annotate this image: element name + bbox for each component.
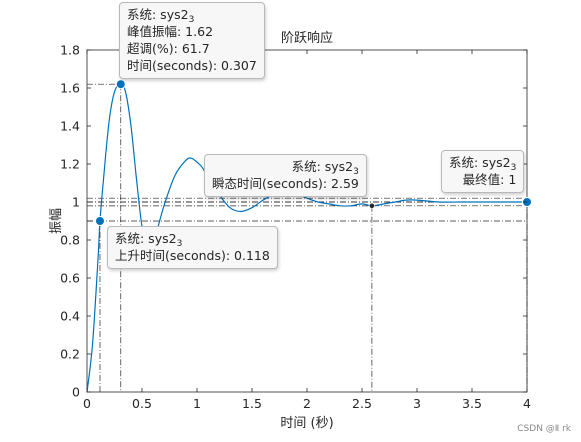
datatip-system-label: 系统: sys23 — [291, 159, 359, 177]
x-tick-label: 1.5 — [242, 396, 262, 411]
x-axis-label: 时间 (秒) — [280, 416, 333, 431]
datatip-rise-time[interactable]: 系统: sys23 上升时间(seconds): 0.118 — [107, 226, 278, 269]
datatip-final-value[interactable]: 系统: sys23 最终值: 1 — [441, 150, 525, 193]
y-tick-label: 0.4 — [60, 309, 80, 324]
y-axis-label: 振幅 — [49, 208, 64, 234]
y-tick-label: 0.8 — [60, 233, 80, 248]
marker-points — [94, 79, 532, 226]
datatip-system-label: 系统: sys23 — [449, 155, 517, 173]
y-axis-ticks: 0 0.2 0.4 0.6 0.8 1 1.2 1.4 1.6 1.8 — [60, 43, 527, 400]
x-axis-ticks: 0 0.5 1 1.5 2 2.5 3 3.5 4 — [83, 50, 531, 411]
y-tick-label: 1.4 — [60, 119, 80, 134]
datatip-rise-time-text: 上升时间(seconds): 0.118 — [115, 248, 270, 263]
y-tick-label: 1.8 — [60, 43, 80, 58]
chart-title: 阶跃响应 — [281, 30, 333, 46]
y-tick-label: 0 — [72, 385, 80, 400]
y-tick-label: 1.6 — [60, 81, 80, 96]
x-tick-label: 3.5 — [462, 396, 482, 411]
marker-point-peak[interactable] — [115, 79, 126, 90]
datatip-final-value-text: 最终值: 1 — [462, 172, 517, 187]
x-tick-label: 0 — [83, 396, 91, 411]
datatip-settling[interactable]: 系统: sys23 瞬态时间(seconds): 2.59 — [204, 154, 367, 197]
x-tick-label: 3 — [413, 396, 421, 411]
x-tick-label: 2.5 — [352, 396, 372, 411]
datatip-peak-time: 时间(seconds): 0.307 — [127, 58, 257, 73]
datatip-system-label: 系统: sys23 — [127, 7, 195, 25]
x-tick-label: 1 — [193, 396, 201, 411]
marker-point-rise[interactable] — [94, 216, 105, 226]
marker-point-settling[interactable] — [369, 203, 375, 209]
x-tick-label: 4 — [523, 396, 531, 411]
y-tick-label: 1.2 — [60, 157, 80, 172]
x-tick-label: 0.5 — [132, 396, 152, 411]
datatip-overshoot: 超调(%): 61.7 — [127, 41, 210, 56]
x-tick-label: 2 — [303, 396, 311, 411]
y-tick-label: 1 — [72, 195, 80, 210]
datatip-system-label: 系统: sys23 — [115, 231, 183, 249]
datatip-settling-time: 瞬态时间(seconds): 2.59 — [212, 176, 359, 191]
watermark-text: CSDN @Ⅱ rk — [517, 424, 571, 434]
datatip-peak-amplitude: 峰值振幅: 1.62 — [127, 24, 214, 39]
y-tick-label: 0.2 — [60, 347, 80, 362]
y-tick-label: 0.6 — [60, 271, 80, 286]
datatip-peak[interactable]: 系统: sys23 峰值振幅: 1.62 超调(%): 61.7 时间(seco… — [119, 2, 265, 79]
